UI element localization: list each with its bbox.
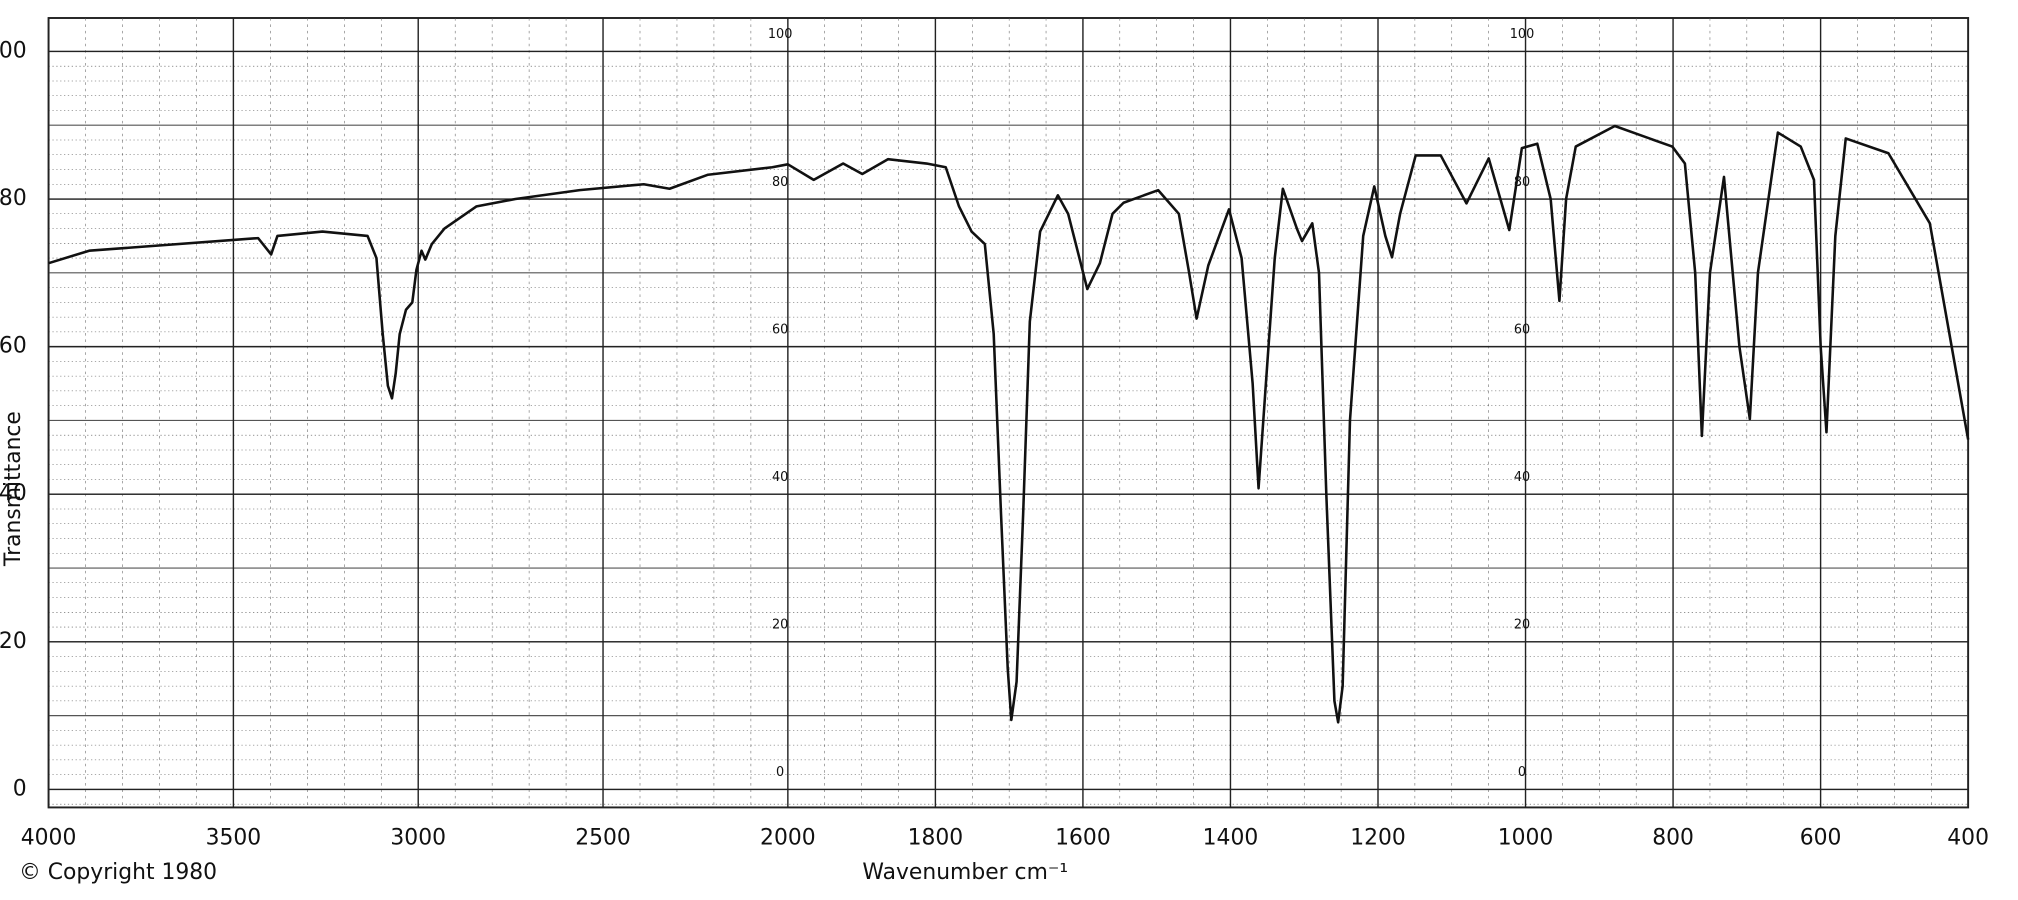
x-tick-label: 2000 — [760, 825, 816, 850]
y-tick-label: 20 — [0, 629, 27, 654]
y-tick-label: 60 — [0, 334, 27, 359]
inner-scale-label: 40 — [1514, 470, 1530, 485]
inner-scale-label: 60 — [1514, 322, 1530, 337]
y-axis-title: Transmittance — [1, 411, 26, 567]
inner-scale-label: 80 — [772, 175, 788, 190]
copyright: © Copyright 1980 — [19, 860, 217, 885]
spectrum-line — [48, 124, 1970, 724]
y-tick-label: 40 — [0, 481, 27, 506]
inner-scale-label: 20 — [772, 618, 788, 633]
y-tick-label: 100 — [0, 38, 27, 63]
x-tick-label: 600 — [1800, 825, 1842, 850]
inner-scale-label: 0 — [1518, 765, 1526, 780]
x-tick-label: 4000 — [21, 825, 77, 850]
inner-scale-label: 0 — [776, 765, 784, 780]
x-tick-label: 2500 — [575, 825, 631, 850]
inner-scale-label: 100 — [768, 27, 793, 42]
inner-scale-label: 60 — [772, 322, 788, 337]
x-tick-label: 1000 — [1498, 825, 1554, 850]
grid — [47, 18, 1969, 808]
inner-scale-label: 20 — [1514, 618, 1530, 633]
x-tick-label: 1600 — [1055, 825, 1111, 850]
x-tick-label: 400 — [1947, 825, 1989, 850]
y-tick-label: 80 — [0, 186, 27, 211]
x-tick-label: 1800 — [908, 825, 964, 850]
x-tick-label: 3500 — [206, 825, 262, 850]
x-tick-label: 1200 — [1350, 825, 1406, 850]
x-tick-label: 1400 — [1203, 825, 1259, 850]
x-axis-title: Wavenumber cm⁻¹ — [862, 860, 1068, 885]
x-tick-label: 800 — [1652, 825, 1694, 850]
inner-scale-label: 100 — [1510, 27, 1535, 42]
inner-scale-label: 40 — [772, 470, 788, 485]
y-tick-label: 0 — [13, 776, 27, 801]
x-tick-label: 3000 — [390, 825, 446, 850]
